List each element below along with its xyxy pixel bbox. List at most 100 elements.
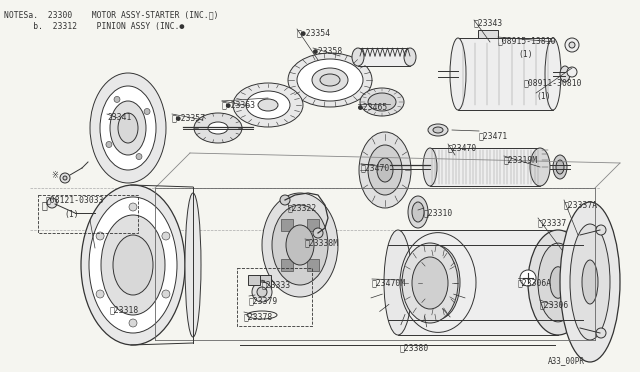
Text: ※23470: ※23470: [448, 143, 477, 152]
Text: A33_00PR: A33_00PR: [548, 356, 585, 365]
Text: b.  23312    PINION ASSY (INC.●: b. 23312 PINION ASSY (INC.●: [4, 22, 184, 31]
Circle shape: [567, 67, 577, 77]
Bar: [281, 219, 293, 231]
Bar: [248, 275, 260, 285]
Text: (1): (1): [64, 210, 79, 219]
Bar: [478, 30, 498, 38]
Ellipse shape: [538, 243, 578, 322]
Text: ※23380: ※23380: [400, 343, 429, 352]
Ellipse shape: [553, 155, 567, 179]
Text: ※23471: ※23471: [479, 131, 508, 140]
Ellipse shape: [320, 74, 340, 86]
Circle shape: [47, 198, 57, 208]
Text: ※23306A: ※23306A: [518, 278, 552, 287]
Ellipse shape: [528, 230, 588, 335]
Bar: [237, 268, 312, 326]
Text: ※23333: ※23333: [262, 280, 291, 289]
Ellipse shape: [81, 185, 185, 345]
Circle shape: [313, 228, 323, 238]
Text: (1): (1): [518, 50, 532, 59]
Ellipse shape: [377, 158, 393, 182]
Ellipse shape: [423, 148, 437, 186]
Circle shape: [569, 42, 575, 48]
Ellipse shape: [118, 113, 138, 143]
Ellipse shape: [194, 113, 242, 143]
Ellipse shape: [258, 99, 278, 111]
Ellipse shape: [556, 160, 564, 174]
Circle shape: [162, 232, 170, 240]
Circle shape: [252, 282, 272, 302]
Text: ※23319M: ※23319M: [504, 155, 538, 164]
Circle shape: [596, 328, 606, 338]
Ellipse shape: [408, 196, 428, 228]
Ellipse shape: [286, 225, 314, 265]
Text: 23341: 23341: [107, 113, 131, 122]
Ellipse shape: [100, 86, 156, 170]
Bar: [307, 259, 319, 271]
Ellipse shape: [404, 48, 416, 66]
Bar: [307, 219, 319, 231]
Text: ※23338M: ※23338M: [305, 238, 339, 247]
Text: NOTESa.  23300    MOTOR ASSY-STARTER (INC.※): NOTESa. 23300 MOTOR ASSY-STARTER (INC.※): [4, 10, 218, 19]
Ellipse shape: [312, 68, 348, 92]
Circle shape: [280, 195, 290, 205]
Text: ※●23357: ※●23357: [172, 113, 206, 122]
Text: ※23470M: ※23470M: [372, 278, 406, 287]
Ellipse shape: [208, 122, 228, 134]
Text: ※●23354: ※●23354: [297, 28, 331, 37]
Bar: [430, 148, 540, 186]
Text: Ⓨ08911-30810: Ⓨ08911-30810: [524, 78, 582, 87]
Circle shape: [96, 232, 104, 240]
Circle shape: [136, 154, 142, 160]
Ellipse shape: [412, 257, 448, 309]
Text: ※●23363: ※●23363: [222, 100, 256, 109]
Bar: [38, 195, 138, 233]
Circle shape: [60, 173, 70, 183]
Ellipse shape: [428, 124, 448, 136]
Ellipse shape: [570, 224, 610, 340]
Ellipse shape: [560, 66, 570, 82]
Text: ●23465: ●23465: [358, 103, 387, 112]
Circle shape: [520, 270, 536, 286]
Bar: [259, 280, 264, 285]
Ellipse shape: [530, 148, 550, 186]
Ellipse shape: [402, 243, 458, 323]
Text: Ⓧ08915-13810: Ⓧ08915-13810: [498, 36, 557, 45]
Bar: [458, 38, 553, 110]
Ellipse shape: [359, 132, 411, 208]
Text: ※23310: ※23310: [424, 208, 453, 217]
Text: ※23337A: ※23337A: [564, 200, 598, 209]
Bar: [281, 259, 293, 271]
Text: ※23337: ※23337: [538, 218, 567, 227]
Ellipse shape: [368, 93, 396, 111]
Ellipse shape: [412, 202, 424, 222]
Bar: [358, 48, 410, 66]
Text: Ⓓ08121-03033: Ⓓ08121-03033: [46, 195, 104, 204]
Text: ※23318: ※23318: [110, 305, 140, 314]
Circle shape: [129, 319, 137, 327]
Text: ※23378: ※23378: [244, 312, 273, 321]
Ellipse shape: [352, 48, 364, 66]
Ellipse shape: [368, 145, 402, 195]
Ellipse shape: [384, 230, 412, 335]
Text: (1): (1): [536, 92, 550, 101]
Text: ※23379: ※23379: [249, 296, 278, 305]
Ellipse shape: [101, 215, 165, 315]
Text: ※23343: ※23343: [474, 18, 503, 27]
Circle shape: [96, 290, 104, 298]
Circle shape: [596, 225, 606, 235]
Bar: [398, 230, 558, 335]
Ellipse shape: [297, 59, 363, 101]
Ellipse shape: [246, 91, 290, 119]
Circle shape: [257, 287, 267, 297]
Ellipse shape: [185, 193, 201, 337]
Text: ※23470: ※23470: [361, 163, 390, 172]
Ellipse shape: [233, 83, 303, 127]
Circle shape: [63, 176, 67, 180]
Ellipse shape: [582, 260, 598, 304]
Ellipse shape: [545, 38, 561, 110]
Bar: [257, 275, 271, 289]
Text: Ⓓ: Ⓓ: [42, 200, 48, 210]
Text: ※23322: ※23322: [288, 203, 317, 212]
Circle shape: [129, 203, 137, 211]
